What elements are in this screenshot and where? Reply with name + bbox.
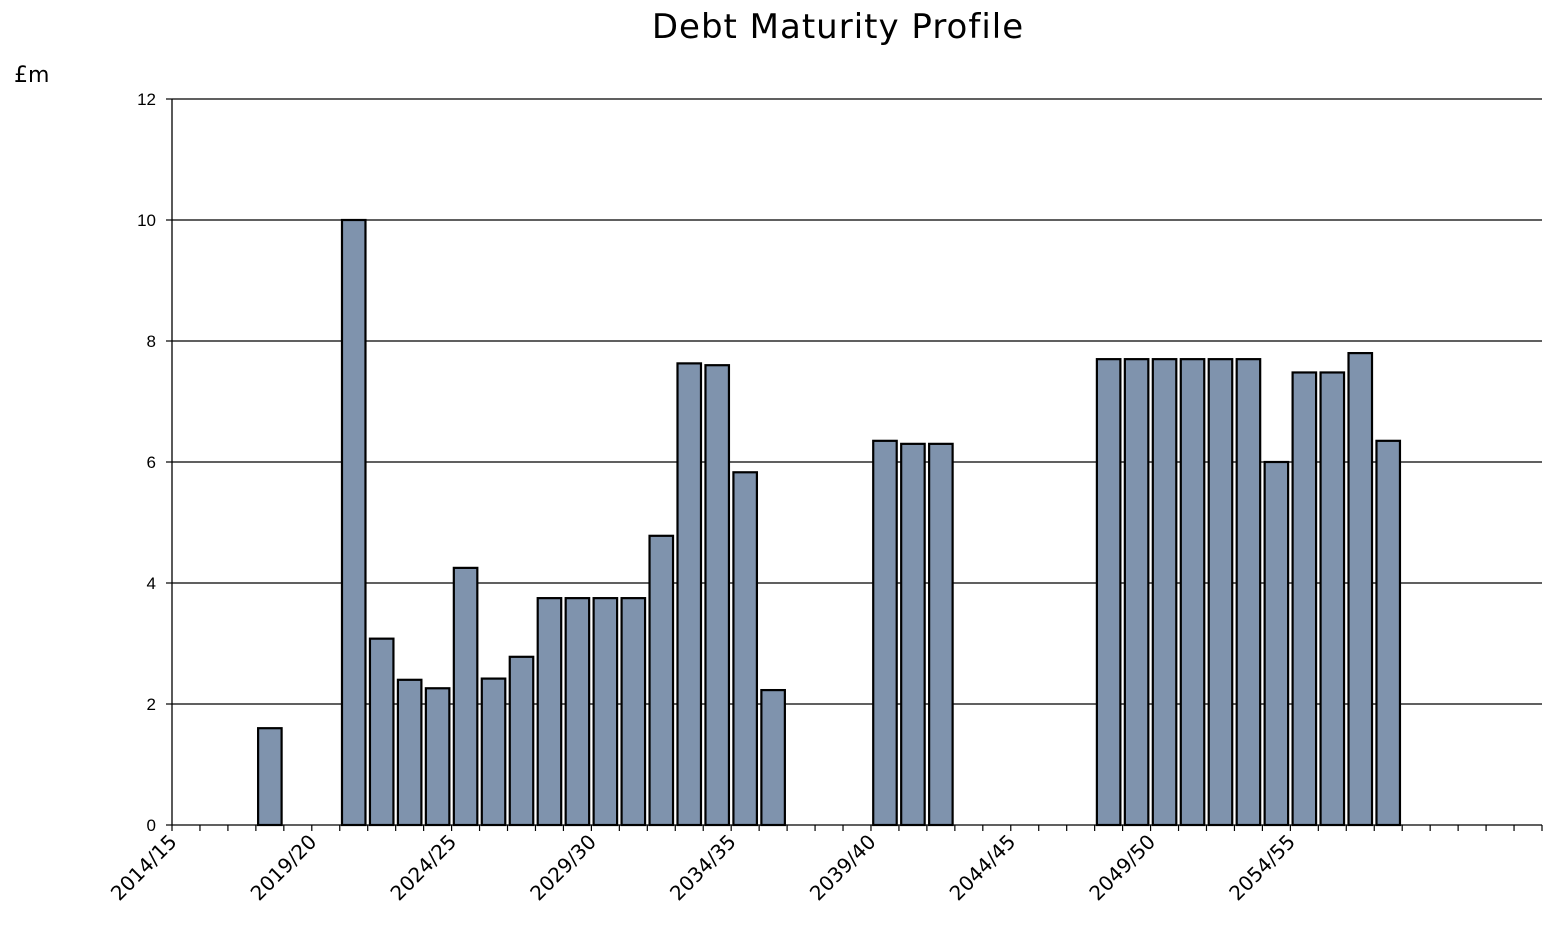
chart-title: Debt Maturity Profile — [652, 7, 1024, 47]
y-tick-label: 2 — [147, 695, 156, 714]
x-tick-label: 2029/30 — [525, 830, 601, 906]
bar-2053-54 — [1263, 460, 1290, 827]
y-tick-label: 6 — [147, 453, 156, 472]
bar-2050-51 — [1179, 358, 1206, 827]
bars — [257, 218, 1402, 827]
bar-2055-56 — [1319, 371, 1346, 827]
y-tick-label: 8 — [147, 332, 156, 351]
bar-2051-52 — [1207, 358, 1234, 827]
bar-2033-34 — [704, 364, 731, 827]
bar-2041-42 — [928, 442, 954, 827]
bar-2049-50 — [1151, 358, 1178, 827]
bar-2021-22 — [368, 637, 395, 827]
y-tick-label: 10 — [137, 211, 156, 230]
bar-2054-55 — [1291, 371, 1318, 827]
x-tick-label: 2024/25 — [385, 830, 461, 906]
bar-2017-18 — [257, 727, 283, 827]
bar-2057-58 — [1375, 439, 1402, 827]
bar-2027-28 — [536, 597, 563, 827]
y-tick-label: 4 — [147, 574, 156, 593]
bar-2023-24 — [424, 687, 451, 827]
x-tick-labels: 2014/15 2019/20 2024/25 2029/30 2034/35 2039/… — [106, 830, 1300, 906]
x-tick-label: 2019/20 — [246, 830, 322, 906]
y-axis-label: £m — [14, 63, 49, 88]
bar-2020-21 — [340, 218, 367, 827]
x-tick-label: 2054/55 — [1224, 830, 1300, 906]
x-tick-label: 2049/50 — [1084, 830, 1160, 906]
bar-2028-29 — [564, 597, 591, 827]
x-tick-label: 2014/15 — [106, 830, 182, 906]
bar-2032-33 — [676, 362, 703, 827]
bar-2025-26 — [480, 677, 507, 827]
x-tick-label: 2044/45 — [945, 830, 1021, 906]
bar-2029-30 — [592, 597, 619, 827]
bar-2034-35 — [732, 471, 759, 827]
bar-2056-57 — [1347, 352, 1374, 827]
x-tick-label: 2039/40 — [805, 830, 881, 906]
y-tick-label: 0 — [147, 816, 156, 835]
bar-2022-23 — [396, 678, 423, 827]
bar-2024-25 — [452, 566, 479, 827]
bar-2026-27 — [508, 655, 535, 827]
y-tick-labels: 0 2 4 6 8 10 12 — [137, 90, 156, 835]
bar-2031-32 — [648, 534, 675, 827]
bar-2035-36 — [760, 688, 786, 827]
y-tick-label: 12 — [137, 90, 156, 109]
x-tick-label: 2034/35 — [665, 830, 741, 906]
bar-2030-31 — [620, 597, 647, 827]
bar-2047-48 — [1095, 358, 1122, 827]
axes — [166, 98, 1543, 831]
bar-2039-40 — [872, 439, 898, 827]
bar-2040-41 — [900, 442, 926, 827]
bar-2052-53 — [1235, 358, 1262, 827]
bar-2048-49 — [1123, 358, 1150, 827]
